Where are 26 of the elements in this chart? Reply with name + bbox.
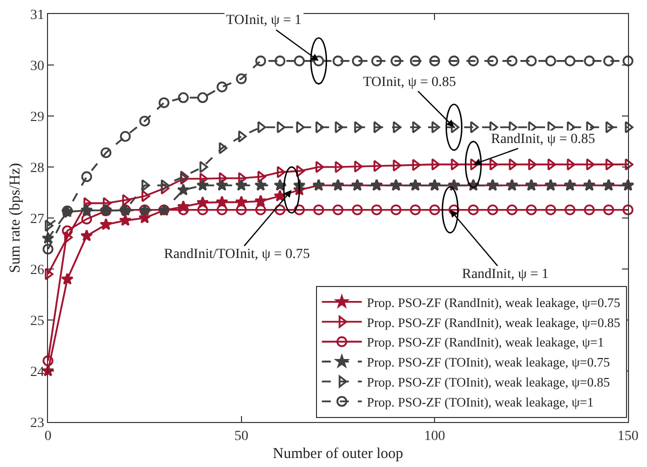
y-tick-label: 27 <box>30 212 44 227</box>
legend-label: Prop. PSO-ZF (TOInit), weak leakage, ψ=0.85 <box>366 374 610 390</box>
x-tick-label: 100 <box>424 428 446 444</box>
y-tick-label: 29 <box>30 110 44 125</box>
y-axis-title: Sum rate (bps/Hz) <box>7 163 24 273</box>
x-tick-label: 50 <box>234 428 248 444</box>
annotation: RandInit, ψ = 1 <box>462 267 549 282</box>
y-tick-label: 25 <box>30 314 44 329</box>
x-tick-label: 0 <box>44 428 52 444</box>
legend-label: Prop. PSO-ZF (TOInit), weak leakage, ψ=1 <box>366 394 594 410</box>
y-tick-label: 23 <box>30 416 44 431</box>
x-axis-title: Number of outer loop <box>272 446 404 462</box>
annotation: RandInit, ψ = 0.85 <box>491 132 596 147</box>
y-tick-label: 28 <box>30 160 44 176</box>
y-tick-label: 24 <box>30 364 44 380</box>
y-tick-label: 30 <box>30 58 44 74</box>
annotation: TOInit, ψ = 1 <box>226 13 302 28</box>
annotation: TOInit, ψ = 0.85 <box>363 75 456 90</box>
legend-label: Prop. PSO-ZF (TOInit), weak leakage, ψ=0.75 <box>366 354 610 370</box>
y-tick-label: 26 <box>30 262 44 278</box>
x-tick-label: 150 <box>618 428 638 444</box>
y-tick-label: 31 <box>30 8 44 23</box>
annotation: RandInit/TOInit, ψ = 0.75 <box>164 247 310 262</box>
legend-label: Prop. PSO-ZF (RandInit), weak leakage, ψ=0.75 <box>366 294 620 310</box>
legend-label: Prop. PSO-ZF (RandInit), weak leakage, ψ=0.85 <box>366 314 620 330</box>
legend-label: Prop. PSO-ZF (RandInit), weak leakage, ψ=1 <box>366 334 604 350</box>
